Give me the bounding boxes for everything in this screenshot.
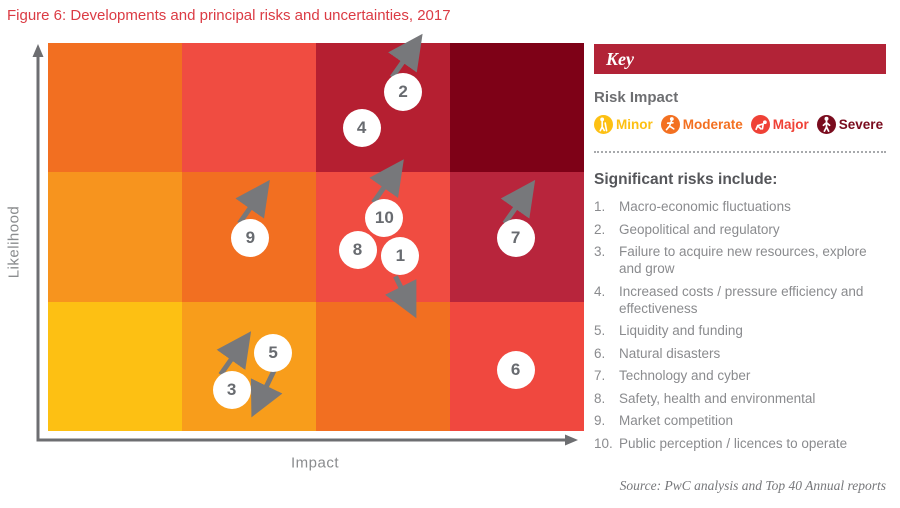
risk-list-text: Technology and cyber: [619, 368, 751, 383]
risk-list-item-10: 10. Public perception / licences to opera…: [594, 435, 886, 452]
risk-list-number: 3.: [594, 244, 606, 259]
risk-list-text: Liquidity and funding: [619, 323, 743, 338]
risk-list-text: Public perception / licences to operate: [619, 435, 848, 451]
risks-heading: Significant risks include:: [594, 171, 778, 188]
risk-point-1: 1: [381, 237, 420, 276]
risk-point-2: 2: [384, 73, 423, 112]
risk-list-number: 10.: [594, 435, 613, 451]
matrix-cell-r1-c3: [316, 43, 450, 173]
legend-item-moderate: Moderate: [660, 115, 743, 134]
risk-points-layer: 1 2 3 4 5 6 7 8 9 10: [212, 73, 535, 409]
risk-list-number: 2.: [594, 221, 606, 237]
legend-label: Moderate: [682, 117, 743, 132]
matrix-grid: [48, 43, 584, 431]
risk-list-text: Natural disasters: [619, 345, 721, 361]
legend-item-severe: Severe: [816, 115, 884, 134]
matrix-cell-r2-c1: [48, 172, 182, 302]
x-axis-label: Impact: [290, 454, 340, 472]
risk-list-number: 4.: [594, 283, 606, 299]
risk-list-item-9: 9. Market competition: [594, 412, 886, 429]
matrix-cell-r1-c4: [450, 43, 584, 173]
risk-point-3: 3: [212, 370, 251, 409]
matrix-cell-r3-c3: [316, 301, 450, 431]
risk-point-6: 6: [496, 351, 535, 390]
risk-list-item-7: 7. Technology and cyber: [594, 367, 886, 384]
key-panel: Key Risk Impact Minor Moderate Major Severe…: [594, 44, 886, 457]
risk-list-item-5: 5. Liquidity and funding: [594, 322, 886, 339]
risk-point-7: 7: [496, 219, 535, 258]
source-note: Source: PwC analysis and Top 40 Annual r…: [619, 478, 886, 493]
risk-list-number: 9.: [594, 413, 606, 428]
risk-point-8: 8: [338, 230, 377, 269]
risk-list-item-8: 8. Safety, health and environmental: [594, 390, 886, 407]
risk-point-10: 10: [365, 198, 404, 237]
risk-impact-heading: Risk Impact: [594, 89, 679, 106]
matrix-cell-r1-c1: [48, 43, 182, 173]
risk-point-9: 9: [231, 219, 270, 258]
risk-list-text: Market competition: [619, 413, 734, 428]
risk-list-text: Geopolitical and regulatory: [619, 221, 780, 237]
risk-list-number: 5.: [594, 323, 606, 338]
risk-list-item-2: 2. Geopolitical and regulatory: [594, 221, 886, 238]
risk-list-item-3: 3. Failure to acquire new resources, expl…: [594, 243, 886, 277]
risk-list-item-4: 4. Increased costs / pressure efficiency …: [594, 283, 886, 317]
matrix-cell-r1-c2: [182, 43, 316, 173]
legend-label: Severe: [838, 117, 884, 132]
risk-list-text: Macro-economic fluctuations: [619, 199, 791, 214]
matrix-cell-r3-c1: [48, 301, 182, 431]
key-header-label: Key: [606, 48, 634, 69]
risk-list-text: Safety, health and environmental: [619, 390, 816, 406]
legend-label: Minor: [616, 117, 653, 132]
dotted-divider: [594, 151, 886, 153]
person-walking-cane-icon: [594, 115, 613, 134]
figure-title: Figure 6: Developments and principal ris…: [7, 7, 451, 24]
risk-list-number: 6.: [594, 345, 606, 361]
key-header-bar: Key: [594, 44, 886, 74]
person-running-icon: [660, 115, 680, 134]
risks-list: 1. Macro-economic fluctuations 2. Geopoliti…: [594, 198, 886, 452]
legend-item-major: Major: [750, 115, 809, 134]
risk-list-number: 1.: [594, 199, 606, 214]
risk-impact-legend: Minor Moderate Major Severe: [594, 115, 886, 134]
risk-point-5: 5: [254, 334, 293, 373]
person-crawling-icon: [750, 115, 770, 134]
risk-matrix-chart: Likelihood Impact 1 2 3 4 5 6 7 8 9 10: [6, 33, 584, 472]
risk-list-number: 8.: [594, 390, 606, 406]
legend-item-minor: Minor: [594, 115, 653, 134]
risk-list-number: 7.: [594, 368, 606, 383]
risk-point-4: 4: [342, 109, 381, 148]
person-standing-icon: [816, 115, 836, 134]
risk-list-item-1: 1. Macro-economic fluctuations: [594, 198, 886, 215]
legend-label: Major: [772, 117, 809, 132]
risk-list-text: Increased costs / pressure efficiency an…: [619, 283, 864, 316]
risk-list-text: Failure to acquire new resources, explor…: [619, 244, 867, 276]
risk-list-item-6: 6. Natural disasters: [594, 345, 886, 362]
